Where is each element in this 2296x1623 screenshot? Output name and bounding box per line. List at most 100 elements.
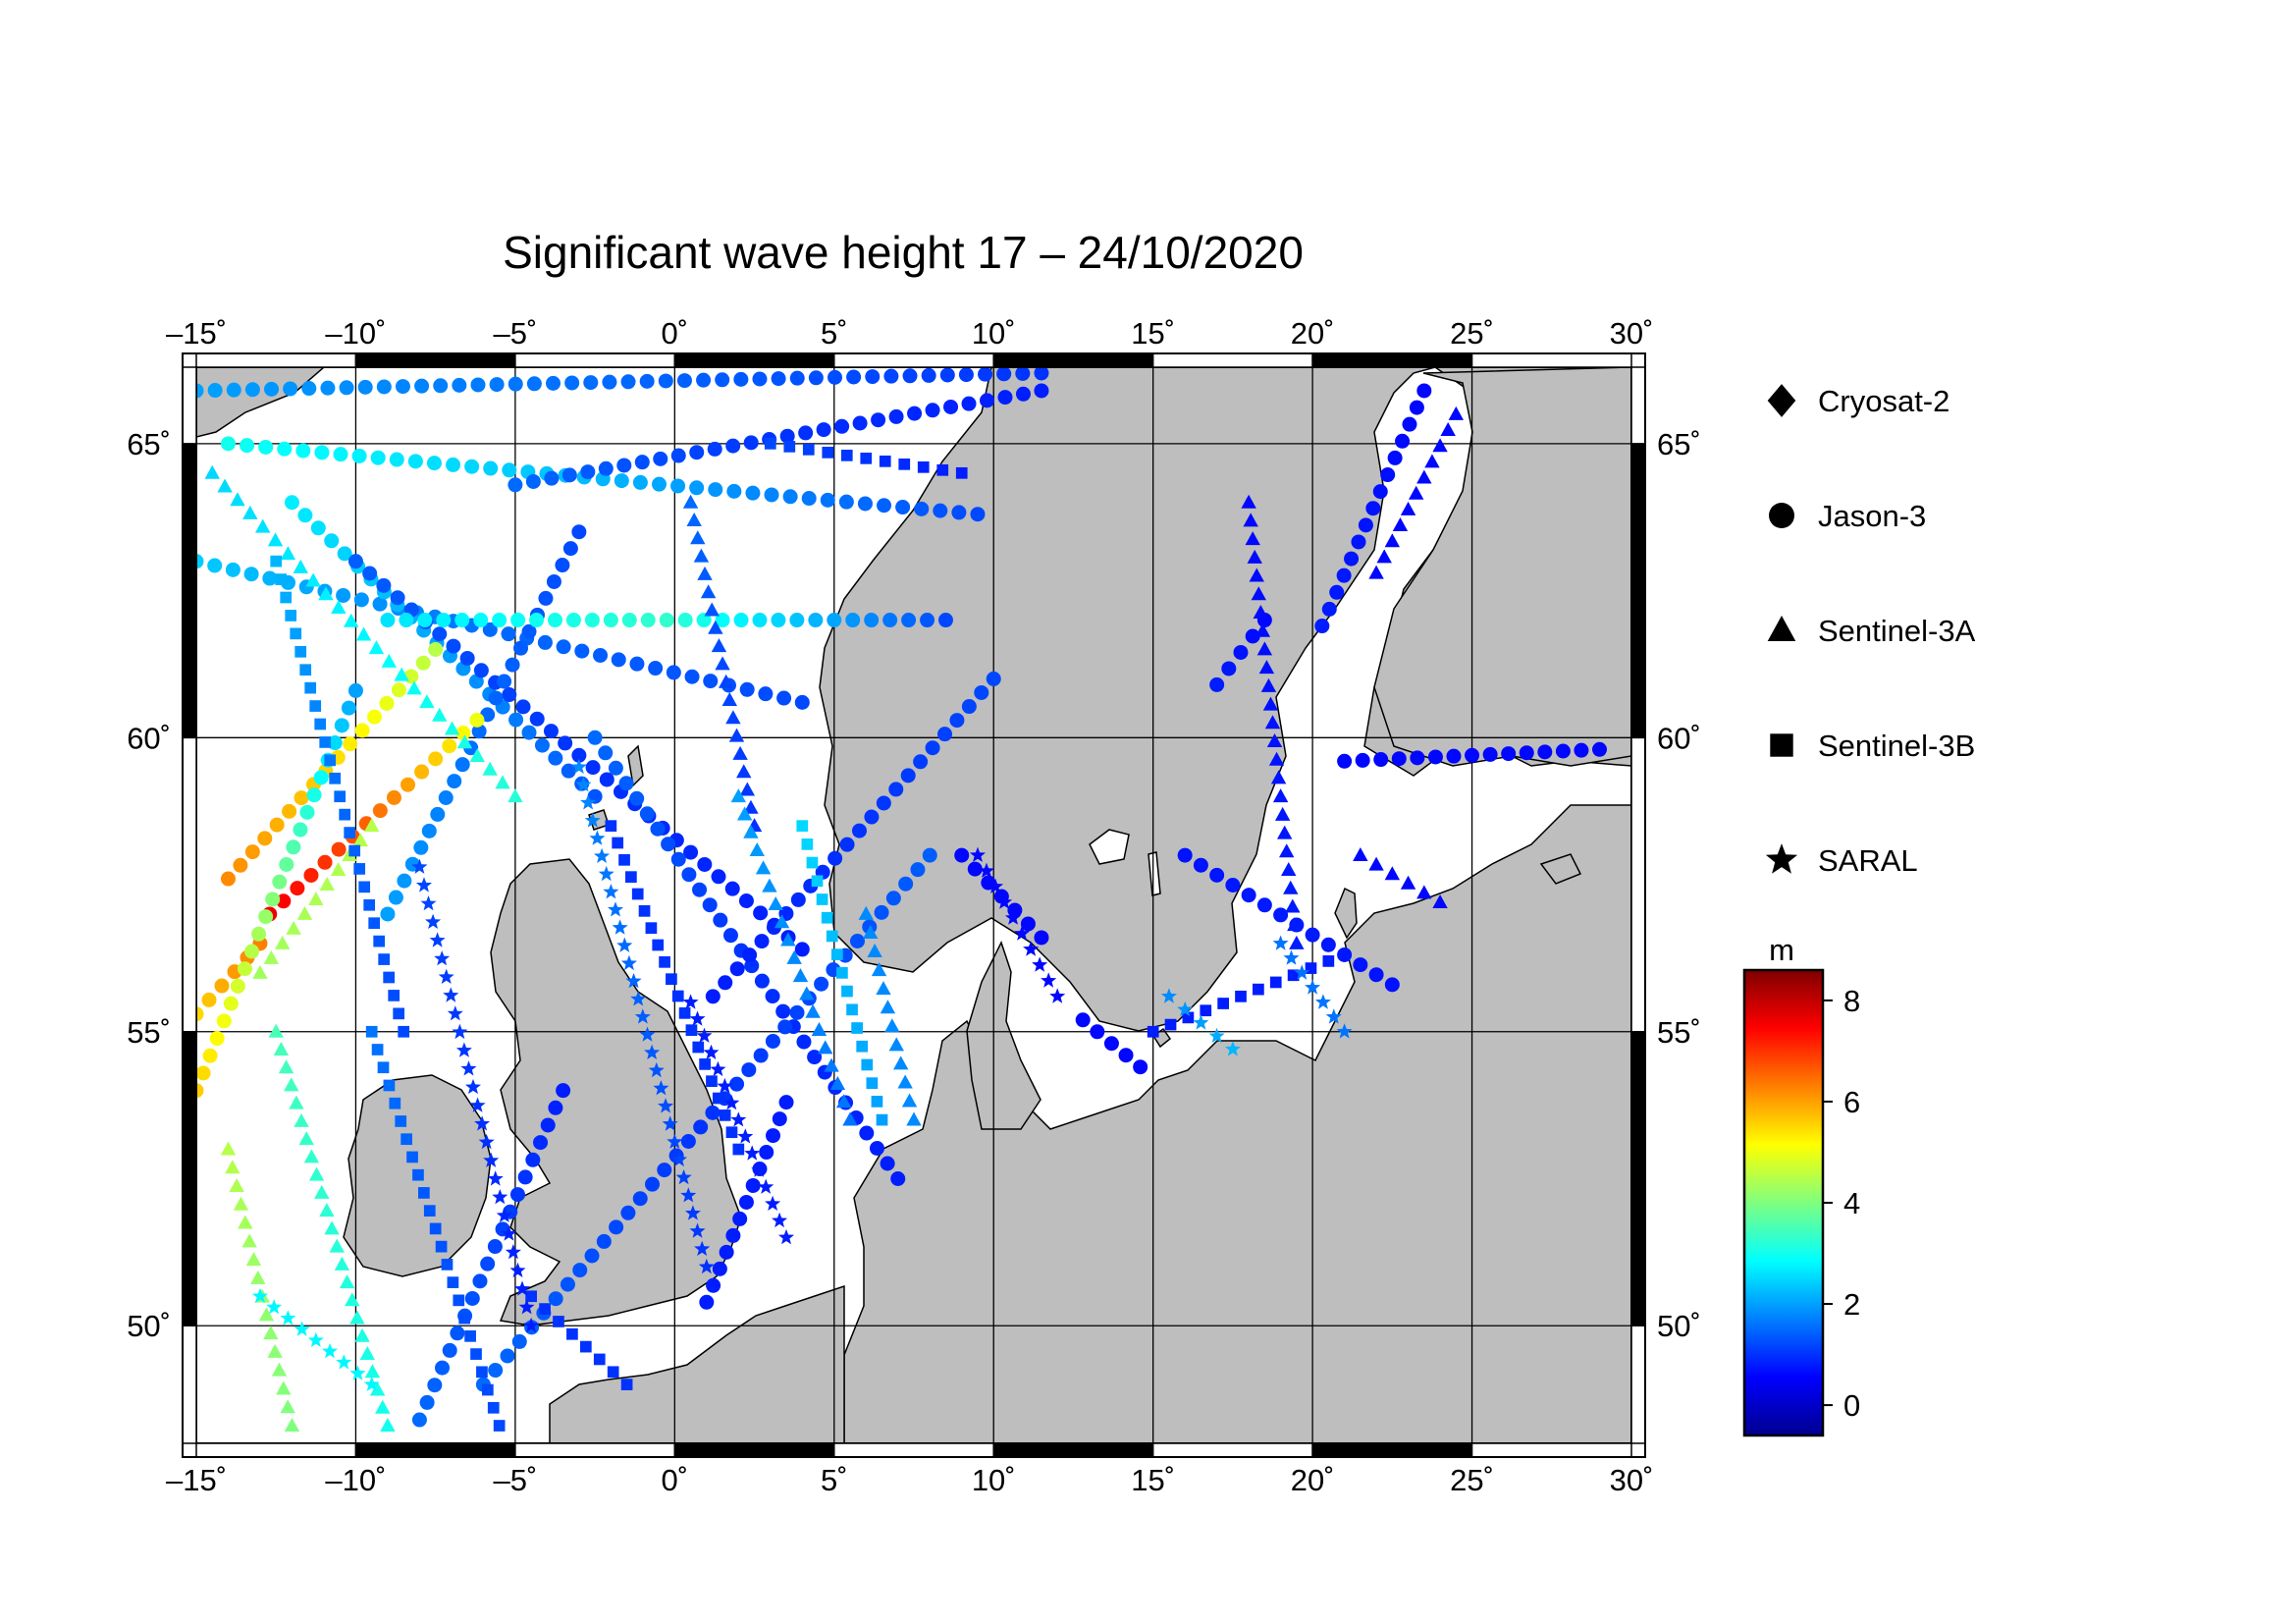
lon-tick-label: –10˚ [325,316,386,351]
track-point [324,1220,340,1235]
track-point [539,1303,551,1315]
track-point [1285,898,1301,913]
track-point [871,962,887,977]
track-point [258,909,274,925]
track-point [482,622,498,637]
frame-segment-top [833,352,994,368]
track-point [721,691,737,706]
track-point [711,638,727,653]
track-point [607,1366,619,1379]
track-point [634,455,650,470]
track-point [754,973,770,989]
track-point [473,613,489,628]
track-point [572,1263,588,1278]
track-point [358,881,371,893]
track-point [1049,988,1066,1003]
track-point [725,1126,738,1139]
track-point [324,754,337,767]
track-point [1574,742,1589,758]
track-point [732,745,748,760]
track-point [275,573,288,585]
lon-tick-label: –10˚ [325,1463,386,1497]
track-point [792,968,809,983]
track-point [455,726,471,741]
lon-tick-label: 5˚ [821,316,848,351]
track-point [388,890,403,905]
track-point [508,712,524,728]
track-point [562,541,578,557]
track-point [758,686,774,702]
track-point [969,846,986,862]
track-point [650,821,666,837]
track-point [196,383,204,399]
track-point [362,566,378,581]
track-point [571,747,587,763]
track-point [330,862,347,877]
track-point [268,1023,284,1038]
track-point [699,1294,715,1310]
track-point [1235,990,1247,1002]
track-point [476,1366,488,1379]
track-point [1270,770,1287,784]
track-point [630,991,647,1006]
track-point [988,878,1004,893]
track-point [644,1044,661,1059]
track-point [925,740,940,756]
track-point [1177,847,1193,863]
track-point [842,1111,858,1126]
track-point [400,1133,412,1146]
track-point [280,546,296,561]
frame-segment-right [1630,443,1646,739]
track-point [511,1333,527,1349]
track-point [910,862,926,878]
track-point [811,1022,828,1037]
track-point [419,1394,435,1410]
track-point [1243,513,1258,527]
track-point [489,377,505,393]
track-point [299,664,312,676]
frame-segment-right [1630,1325,1646,1444]
track-point [884,1018,900,1033]
track-point [214,978,230,994]
track-point [265,892,281,907]
track-point [546,573,561,589]
track-point [380,906,396,922]
track-point [836,967,848,979]
track-point [898,458,911,470]
track-point [442,1342,457,1358]
map-frame [182,352,1646,1458]
track-point [1368,565,1384,579]
track-point [368,917,381,930]
track-point [285,610,297,622]
track-point [704,602,720,617]
circle-icon [1769,503,1794,528]
track-point [468,674,484,689]
frame-segment-bottom [833,1442,994,1458]
track-point [505,657,520,673]
track-point [841,985,853,998]
track-point [509,1262,526,1277]
track-point [1329,584,1345,600]
track-point [802,443,815,456]
track-point [280,1310,296,1325]
track-point [728,728,745,742]
track-point [680,1133,696,1149]
frame-segment-top [195,352,357,368]
track-point [575,777,592,792]
track-point [715,372,730,388]
track-point [313,770,329,785]
track-point [1023,941,1040,956]
track-point [605,820,617,832]
track-point [386,789,401,805]
track-point [533,1135,549,1151]
track-point [933,503,948,518]
track-point [618,853,630,866]
track-point [280,591,293,604]
track-point [724,881,740,896]
track-point [1501,746,1517,762]
track-point [1253,604,1269,619]
track-point [1410,750,1425,766]
altimeter-tracks [196,367,1608,1432]
frame-segment-right [1630,366,1646,445]
track-point [723,1095,740,1110]
